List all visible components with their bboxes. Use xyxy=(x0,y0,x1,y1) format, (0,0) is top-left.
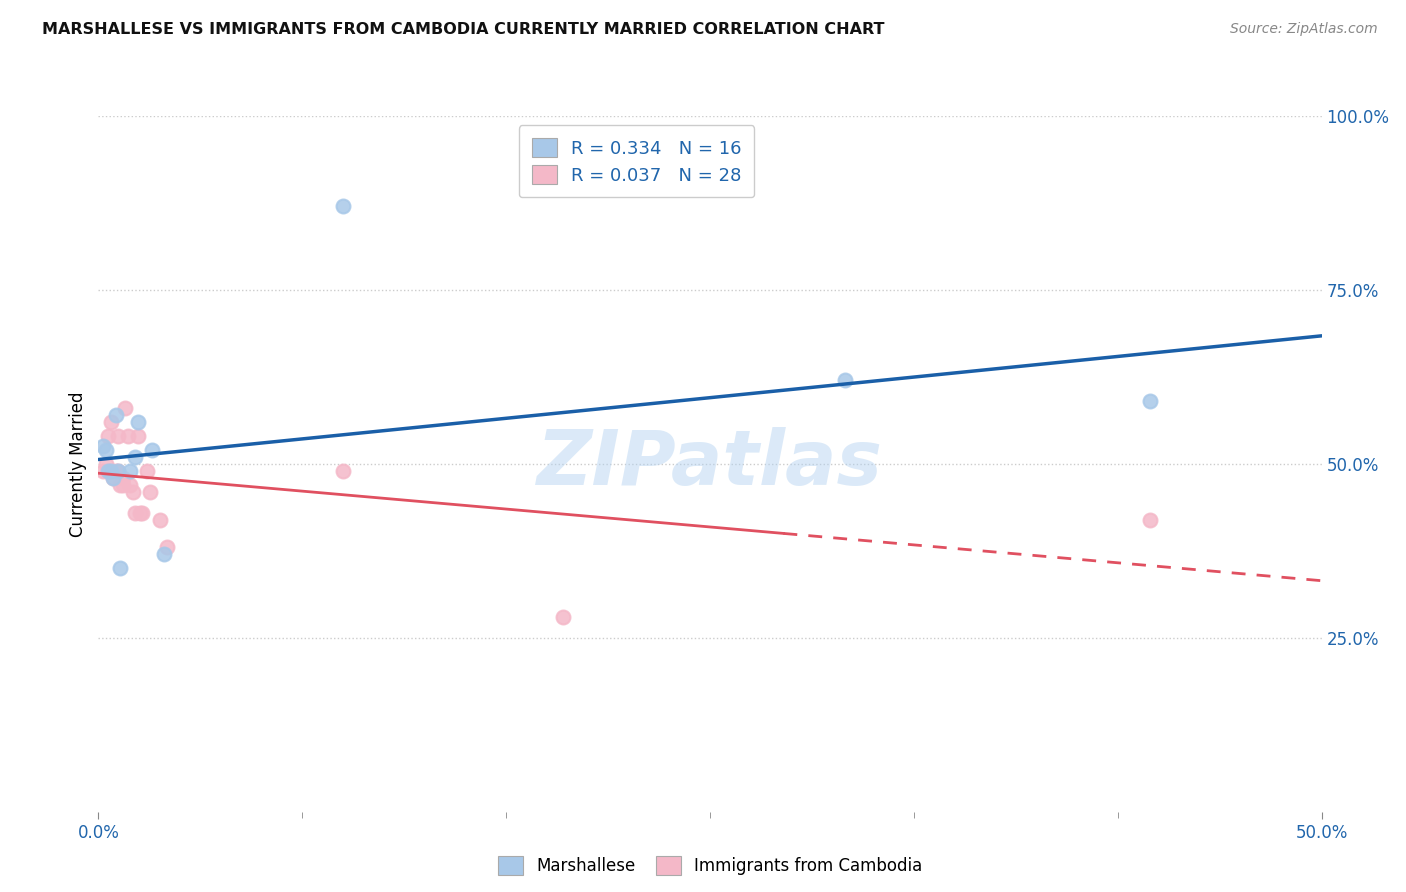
Point xyxy=(91,464,114,478)
Point xyxy=(97,464,120,478)
Point xyxy=(97,429,120,443)
Point xyxy=(107,464,129,478)
Point xyxy=(111,477,134,491)
Point xyxy=(101,471,124,485)
Point xyxy=(100,464,122,478)
Point xyxy=(120,464,142,478)
Point xyxy=(149,512,172,526)
Legend: Marshallese, Immigrants from Cambodia: Marshallese, Immigrants from Cambodia xyxy=(489,848,931,883)
Point xyxy=(124,506,146,520)
Point xyxy=(111,471,134,485)
Text: ZIPatlas: ZIPatlas xyxy=(537,427,883,500)
Point xyxy=(110,477,132,491)
Text: Source: ZipAtlas.com: Source: ZipAtlas.com xyxy=(1230,22,1378,37)
Point xyxy=(100,415,122,429)
Point xyxy=(94,442,117,457)
Point xyxy=(120,477,142,491)
Point xyxy=(104,464,127,478)
Point xyxy=(94,457,117,471)
Point xyxy=(107,429,129,443)
Point xyxy=(156,541,179,555)
Point xyxy=(131,506,153,520)
Point xyxy=(114,401,136,416)
Point xyxy=(553,610,575,624)
Point xyxy=(117,429,139,443)
Point xyxy=(834,373,856,387)
Point xyxy=(332,464,354,478)
Text: MARSHALLESE VS IMMIGRANTS FROM CAMBODIA CURRENTLY MARRIED CORRELATION CHART: MARSHALLESE VS IMMIGRANTS FROM CAMBODIA … xyxy=(42,22,884,37)
Point xyxy=(1139,394,1161,409)
Point xyxy=(121,484,143,499)
Point xyxy=(332,199,354,213)
Point xyxy=(153,547,176,561)
Point xyxy=(100,464,122,478)
Point xyxy=(91,440,114,454)
Y-axis label: Currently Married: Currently Married xyxy=(69,391,87,537)
Point xyxy=(127,415,149,429)
Point xyxy=(129,506,152,520)
Point xyxy=(110,561,132,575)
Point xyxy=(1139,512,1161,526)
Point xyxy=(141,442,163,457)
Point xyxy=(139,484,162,499)
Point xyxy=(124,450,146,464)
Point xyxy=(97,464,120,478)
Point xyxy=(136,464,159,478)
Point xyxy=(101,471,124,485)
Point xyxy=(127,429,149,443)
Point xyxy=(107,464,129,478)
Point xyxy=(104,408,127,422)
